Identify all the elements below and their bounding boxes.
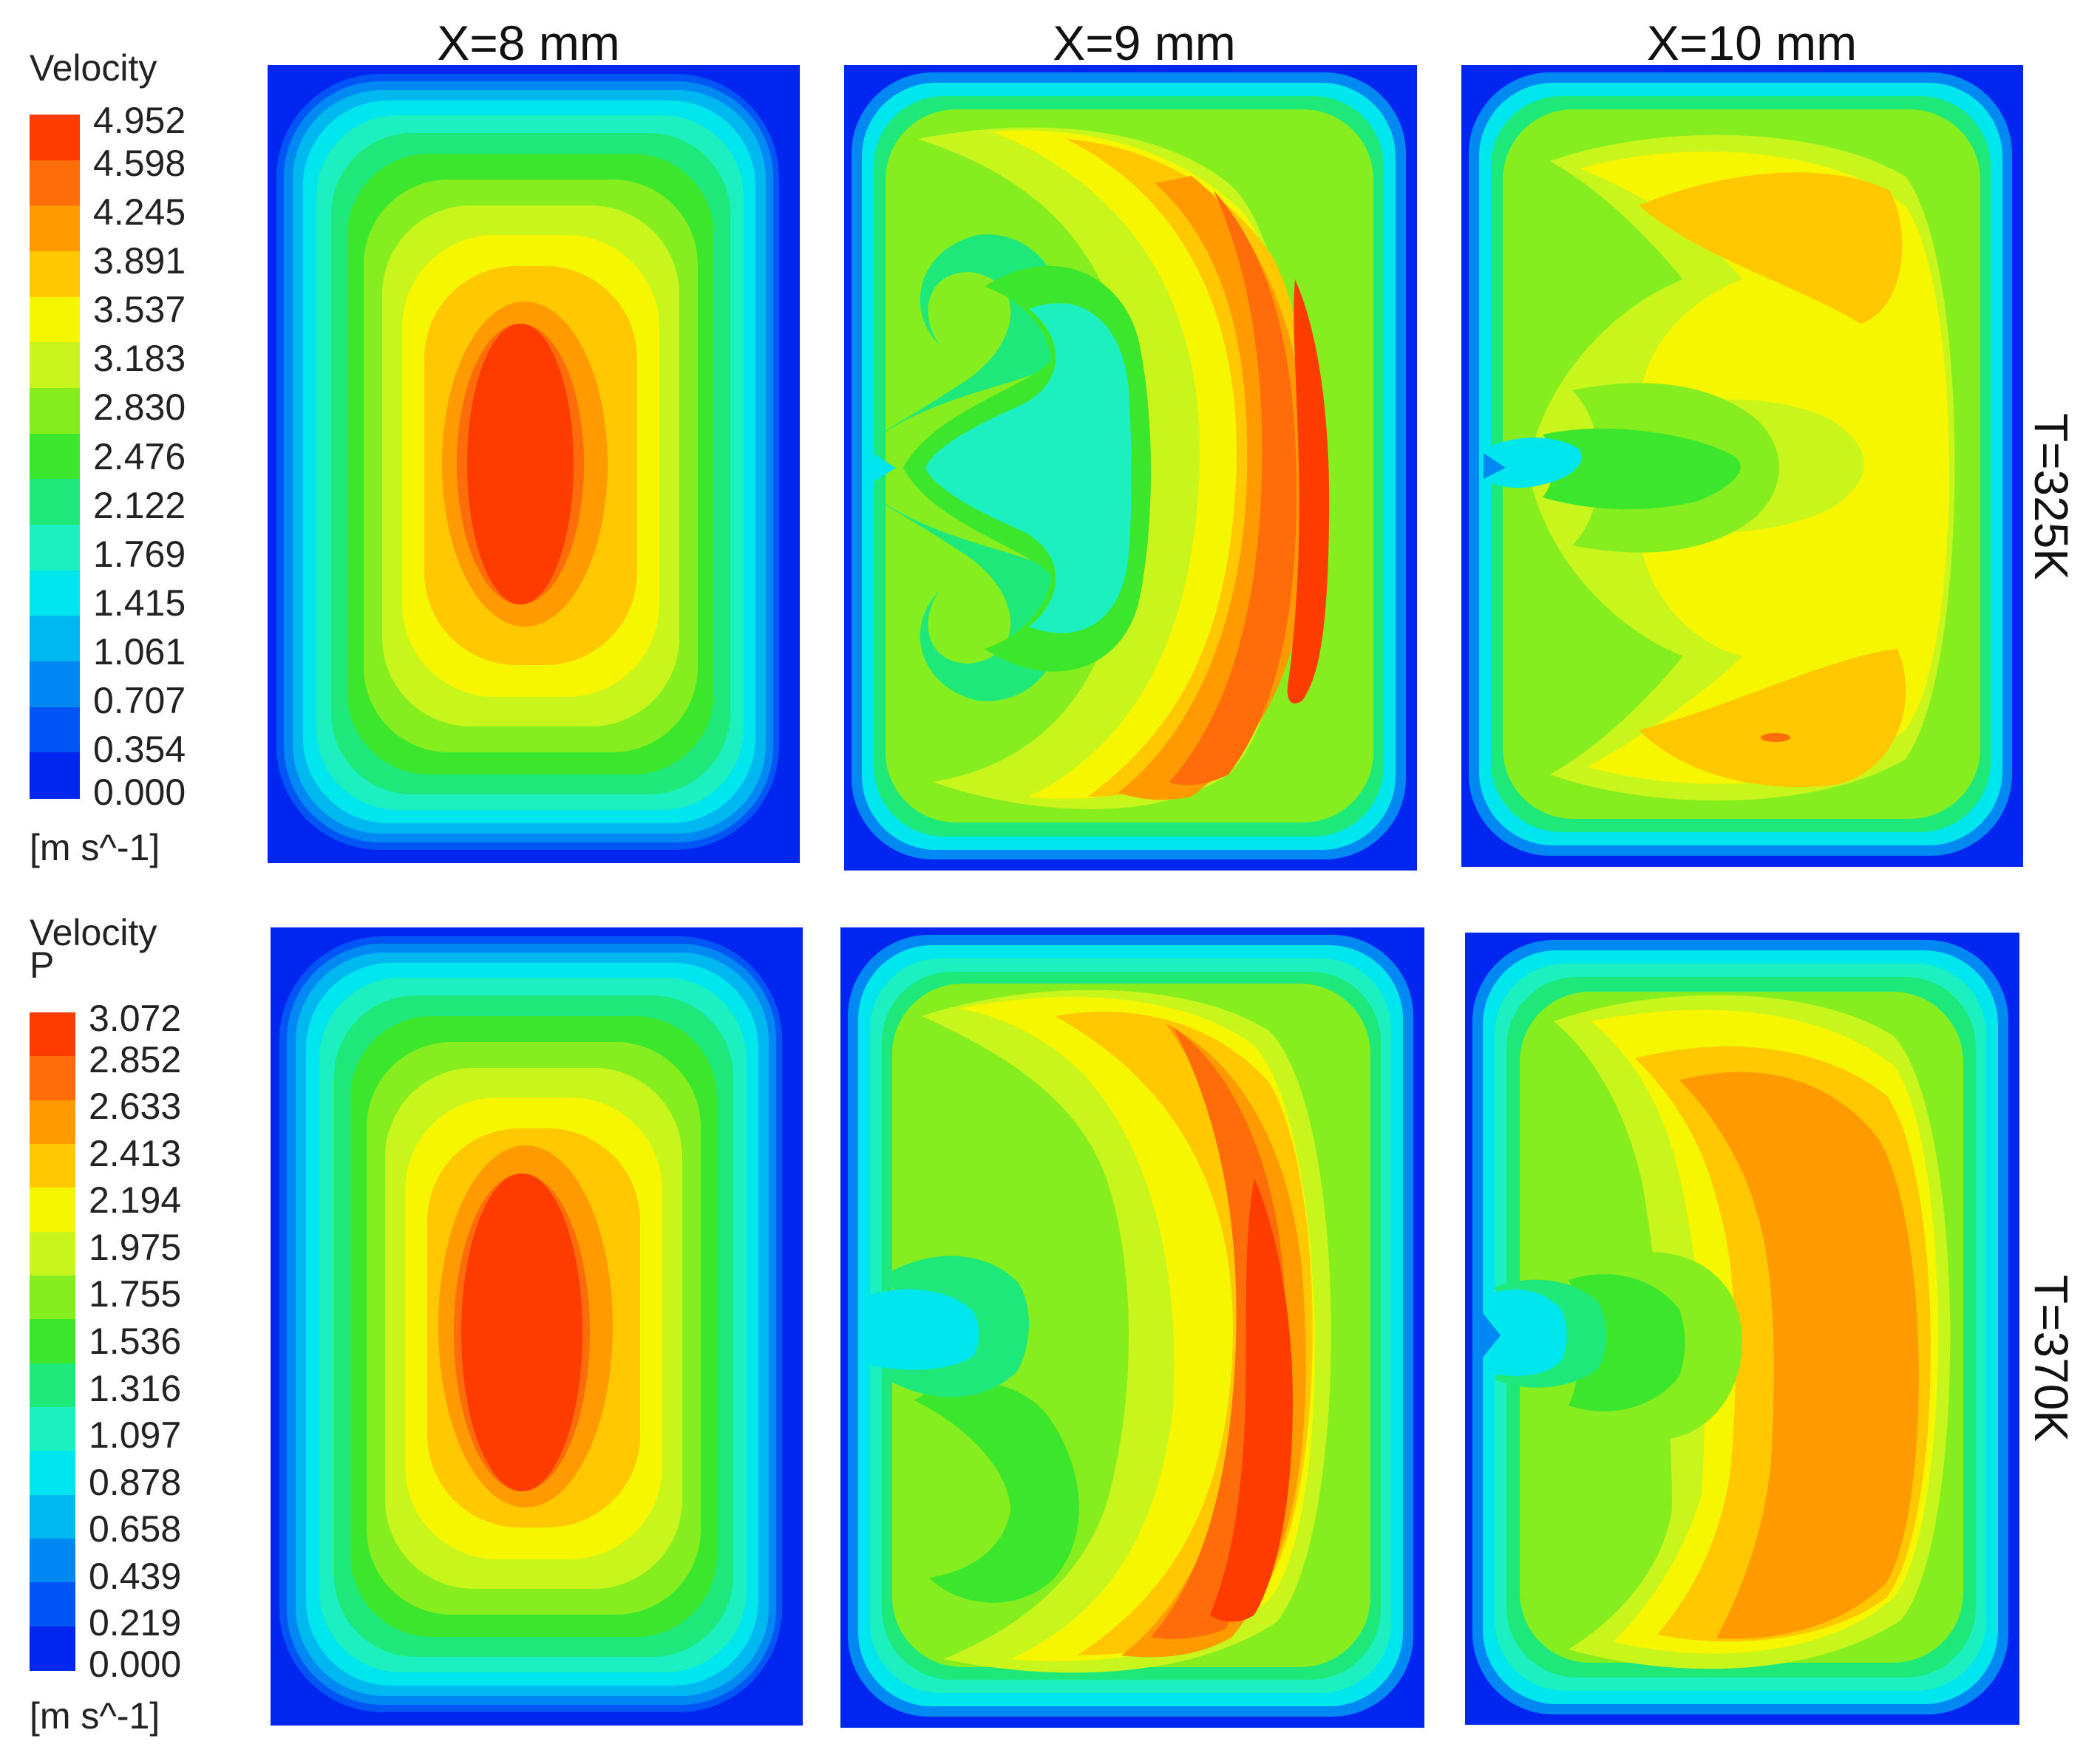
legend-swatch — [30, 1582, 75, 1627]
contour-plot — [271, 927, 803, 1726]
legend-tick-label: 1.769 — [93, 533, 186, 575]
legend-swatch — [30, 1319, 75, 1364]
row-label-t370: T=370K — [2025, 1275, 2078, 1442]
legend-swatch — [30, 1188, 75, 1233]
column-title-x8: X=8 mm — [437, 16, 620, 70]
legend-swatch — [30, 570, 80, 617]
contour-plot — [840, 927, 1424, 1728]
legend-swatch — [30, 205, 80, 252]
contour-panel-t325-x8 — [268, 65, 800, 863]
legend-swatch — [30, 525, 80, 571]
legend-tick-label: 4.952 — [93, 100, 186, 141]
legend-swatch — [30, 1275, 75, 1321]
contour-plot — [1461, 65, 2023, 867]
contour-panel-t370-x8 — [271, 927, 803, 1726]
legend-1-unit: [m s^-1] — [30, 827, 160, 868]
legend-2-title: Velocity P — [30, 912, 157, 986]
legend-tick-label: 4.598 — [93, 143, 186, 185]
legend-tick-label: 1.061 — [93, 630, 186, 672]
legend-swatch — [30, 479, 80, 525]
legend-swatch — [30, 1012, 75, 1057]
legend-swatch — [30, 1539, 75, 1584]
legend-swatch — [30, 433, 80, 480]
legend-tick-label: 3.183 — [93, 338, 186, 380]
legend-tick-label: 4.245 — [93, 191, 186, 234]
legend-tick-label: 2.413 — [89, 1132, 182, 1174]
legend-swatch — [30, 251, 80, 298]
legend-2-colorbar — [30, 1012, 75, 1671]
legend-tick-label: 2.830 — [93, 386, 186, 429]
legend-1-title: Velocity — [30, 47, 157, 89]
legend-tick-label: 2.194 — [89, 1179, 182, 1222]
legend-tick-label: 1.316 — [89, 1367, 182, 1409]
legend-tick-label: 1.536 — [89, 1321, 182, 1362]
legend-tick-label: 0.707 — [93, 679, 186, 721]
legend-tick-label: 2.476 — [93, 435, 186, 477]
legend-swatch — [30, 706, 80, 754]
contour-plot — [844, 65, 1417, 871]
legend-tick-label: 2.633 — [89, 1086, 182, 1128]
legend-swatch — [30, 1231, 75, 1276]
legend-swatch — [30, 342, 80, 389]
legend-tick-label: 1.415 — [93, 582, 186, 624]
legend-swatch — [30, 1056, 75, 1101]
legend-tick-label: 3.072 — [89, 998, 182, 1039]
legend-swatch — [30, 1100, 75, 1145]
legend-tick-label: 2.852 — [89, 1038, 182, 1080]
legend-2-title-line-2: P — [30, 944, 55, 986]
legend-1-colorbar — [30, 115, 80, 799]
legend-swatch — [30, 1407, 75, 1452]
legend-swatch — [30, 661, 80, 708]
legend-swatch — [30, 115, 80, 161]
legend-swatch — [30, 388, 80, 435]
legend-tick-label: 0.354 — [93, 728, 186, 770]
legend-swatch — [30, 1363, 75, 1408]
contour-panel-t325-x10 — [1461, 65, 2023, 867]
legend-swatch — [30, 616, 80, 662]
legend-tick-label: 3.537 — [93, 289, 186, 331]
contour-panel-t370-x9 — [840, 927, 1424, 1728]
legend-tick-label: 1.975 — [89, 1226, 182, 1268]
legend-2-title-line-1: Velocity — [30, 912, 157, 953]
legend-tick-label: 0.000 — [93, 771, 186, 813]
legend-swatch — [30, 1626, 75, 1671]
legend-tick-label: 0.219 — [89, 1602, 182, 1644]
legend-swatch — [30, 1494, 75, 1539]
legend-swatch — [30, 1451, 75, 1496]
column-title-x9: X=9 mm — [1053, 16, 1236, 70]
contour-plot — [1465, 933, 2019, 1725]
legend-2-unit: [m s^-1] — [30, 1695, 160, 1737]
legend-tick-label: 1.097 — [89, 1414, 182, 1457]
column-title-x10: X=10 mm — [1646, 16, 1858, 70]
legend-tick-label: 3.891 — [93, 240, 186, 282]
legend-swatch — [30, 752, 80, 799]
legend-swatch — [30, 160, 80, 207]
legend-tick-label: 0.878 — [89, 1461, 182, 1503]
legend-tick-label: 0.000 — [89, 1644, 182, 1685]
contour-panel-t325-x9 — [844, 65, 1417, 871]
legend-tick-label: 0.658 — [89, 1508, 182, 1550]
legend-swatch — [30, 1144, 75, 1189]
row-label-t325: T=325K — [2025, 413, 2078, 580]
contour-panel-t370-x10 — [1465, 933, 2019, 1725]
legend-swatch — [30, 296, 80, 344]
legend-tick-label: 0.439 — [89, 1555, 182, 1597]
legend-tick-label: 1.755 — [89, 1273, 182, 1315]
legend-1-title-line: Velocity — [30, 47, 157, 89]
legend-tick-label: 2.122 — [93, 484, 186, 526]
contour-plot — [268, 65, 800, 863]
